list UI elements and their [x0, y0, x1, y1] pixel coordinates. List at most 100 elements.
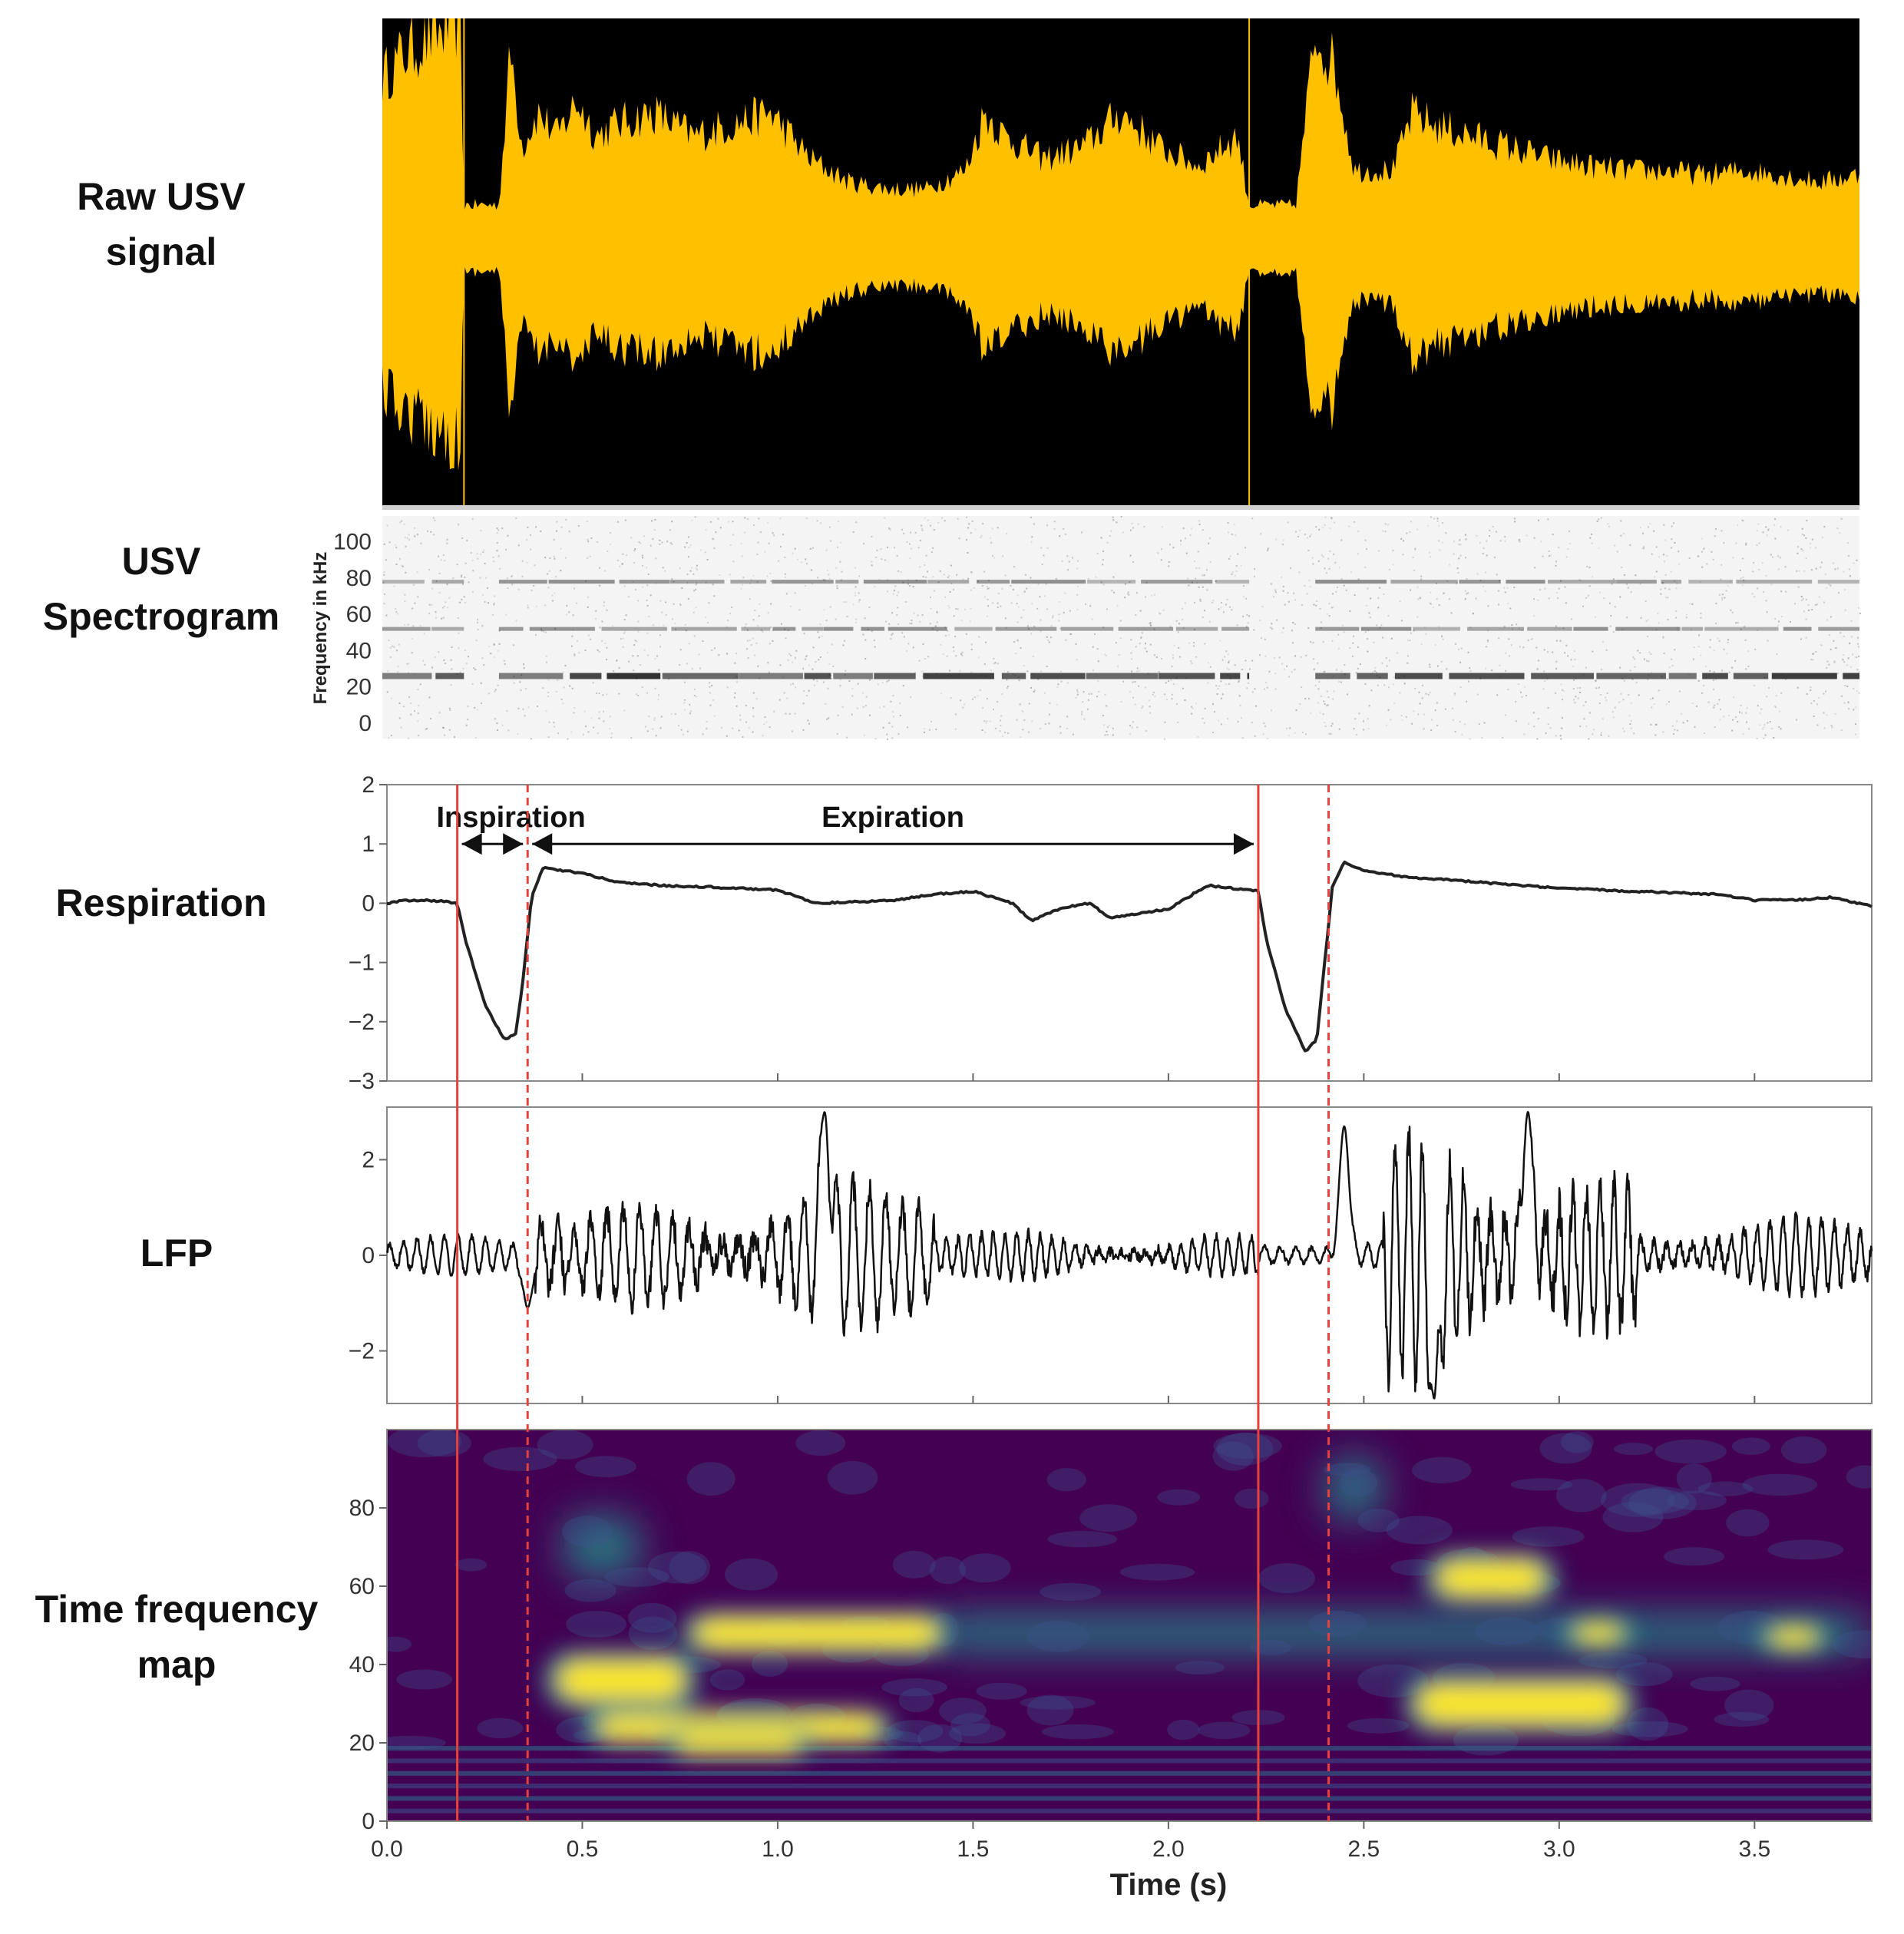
tf-blob-72	[892, 1550, 936, 1579]
tf-blob-62	[1690, 1676, 1740, 1691]
tf-hotspot-6	[1574, 1623, 1622, 1643]
raw-usv-panel	[382, 18, 1859, 510]
annotation-arrowhead-left-1	[532, 833, 553, 855]
tf-teal-region-2	[934, 1613, 1872, 1653]
x-tick-3.5: 3.5	[1738, 1836, 1770, 1862]
respiration-y-tick-2: 2	[362, 772, 375, 798]
tf-blob-36	[1614, 1443, 1654, 1456]
tf-blob-87	[1742, 1473, 1818, 1496]
tf-teal-region-1	[1324, 1456, 1383, 1520]
tf-blob-55	[1676, 1463, 1712, 1494]
tf-axes-frame	[386, 1429, 1873, 1822]
spectrogram-y-tick-60: 60	[346, 602, 372, 627]
annotation-label-0: Inspiration	[436, 802, 585, 834]
tf-hotspot-3	[695, 1618, 938, 1648]
tf-y-tick-40: 40	[349, 1652, 375, 1678]
label-respiration: Respiration	[55, 881, 267, 924]
tf-blob-71	[1578, 1652, 1648, 1669]
lfp-trace	[385, 1111, 1873, 1400]
tf-blob-5	[884, 1731, 922, 1750]
spectrogram-y-tick-100: 100	[333, 530, 372, 555]
tf-hotspot-0	[558, 1661, 685, 1699]
label-spectrogram-line1: USV	[121, 540, 201, 583]
spectrogram-y-tick-0: 0	[359, 711, 372, 736]
tf-blob-103	[1697, 1481, 1754, 1496]
tf-hotspot-2	[676, 1733, 802, 1753]
label-raw-usv: Raw USV signal	[31, 169, 292, 279]
x-axis-label: Time (s)	[1110, 1868, 1228, 1902]
tf-blob-116	[1602, 1502, 1664, 1532]
respiration-y-tick--1: −1	[349, 950, 375, 976]
x-tick-0.0: 0.0	[371, 1836, 403, 1862]
x-tick-0.5: 0.5	[567, 1836, 599, 1862]
tf-blob-40	[628, 1616, 677, 1651]
spectrogram-y-tick-20: 20	[346, 675, 372, 700]
tf-blob-66	[1234, 1488, 1269, 1509]
tf-blob-88	[1767, 1539, 1844, 1560]
tf-blob-63	[669, 1551, 710, 1585]
tf-blob-12	[1119, 1563, 1195, 1581]
label-raw-usv-line2: signal	[105, 230, 217, 273]
label-spectrogram-line2: Spectrogram	[42, 595, 280, 638]
tf-lowfreq-band-4	[387, 1758, 1872, 1764]
tf-y-tick-20: 20	[349, 1731, 375, 1756]
tf-blob-99	[1357, 1509, 1400, 1532]
tf-blob-96	[1512, 1526, 1585, 1547]
annotation-label-1: Expiration	[821, 802, 964, 834]
tf-blob-117	[898, 1688, 934, 1713]
event-markers	[456, 785, 1330, 1821]
tf-hotspot-4	[1418, 1684, 1622, 1723]
tf-blob-102	[725, 1558, 778, 1591]
tf-blob-22	[566, 1611, 627, 1638]
spectrogram-y-tick-40: 40	[346, 639, 372, 664]
respiration-y-tick--3: −3	[349, 1069, 375, 1094]
tf-blob-112	[1167, 1719, 1200, 1741]
tf-blob-28	[930, 1556, 966, 1585]
tf-blob-91	[1714, 1712, 1770, 1727]
lfp-y-tick--2: −2	[349, 1339, 375, 1364]
tf-blob-76	[686, 1462, 735, 1496]
lfp-panel: 2 0 −2	[349, 1106, 1873, 1404]
tf-blob-2	[575, 1456, 636, 1478]
tf-blob-51	[1560, 1431, 1594, 1453]
tf-blob-114	[387, 1735, 446, 1750]
tf-blob-109	[1079, 1504, 1138, 1532]
time-frequency-panel: 0 20 40 60 80 0.0 0.5 1.0 1.5 2.0 2.5 3.0 3.5 Time (…	[349, 1429, 1873, 1902]
tf-blob-34	[1555, 1479, 1607, 1512]
tf-blob-57	[1475, 1617, 1539, 1646]
tf-lowfreq-band-1	[387, 1796, 1872, 1801]
tf-blob-92	[1213, 1433, 1282, 1460]
tf-hotspot-7	[1770, 1628, 1818, 1647]
tf-lowfreq-band-5	[387, 1746, 1872, 1751]
respiration-y-tick-0: 0	[362, 891, 375, 916]
tf-blob-75	[1386, 1516, 1453, 1545]
tf-blob-14	[1667, 1490, 1727, 1511]
tf-blob-13	[917, 1724, 963, 1753]
lfp-y-tick-0: 0	[362, 1243, 375, 1268]
tf-blob-84	[417, 1430, 471, 1457]
tf-blob-53	[1198, 1721, 1251, 1740]
tf-blob-67	[886, 1720, 944, 1743]
tf-blob-58	[1157, 1489, 1201, 1506]
tf-blob-35	[1026, 1620, 1090, 1652]
raw-usv-baseline	[382, 505, 1859, 510]
tf-blob-93	[1621, 1489, 1689, 1515]
tf-blob-101	[827, 1461, 878, 1495]
tf-blob-54	[1046, 1468, 1086, 1492]
tf-blob-41	[710, 1669, 745, 1691]
annotation-arrowhead-right-1	[1233, 833, 1254, 855]
annotation-arrowhead-right-0	[503, 833, 524, 855]
respiration-trace	[386, 860, 1873, 1053]
tf-blob-10	[881, 1678, 947, 1697]
lfp-y-tick-2: 2	[362, 1147, 375, 1172]
tf-blob-25	[939, 1698, 987, 1725]
label-time-frequency-map: Time frequency map	[15, 1582, 338, 1692]
tf-blob-94	[387, 1636, 412, 1652]
tf-blob-97	[1510, 1478, 1573, 1491]
raw-usv-waveform	[382, 18, 1859, 471]
respiration-y-tick--2: −2	[349, 1010, 375, 1035]
label-lfp: LFP	[140, 1231, 213, 1274]
tf-blob-105	[1258, 1562, 1315, 1594]
respiration-y-tick-1: 1	[362, 831, 375, 857]
tf-blob-46	[1626, 1707, 1669, 1741]
